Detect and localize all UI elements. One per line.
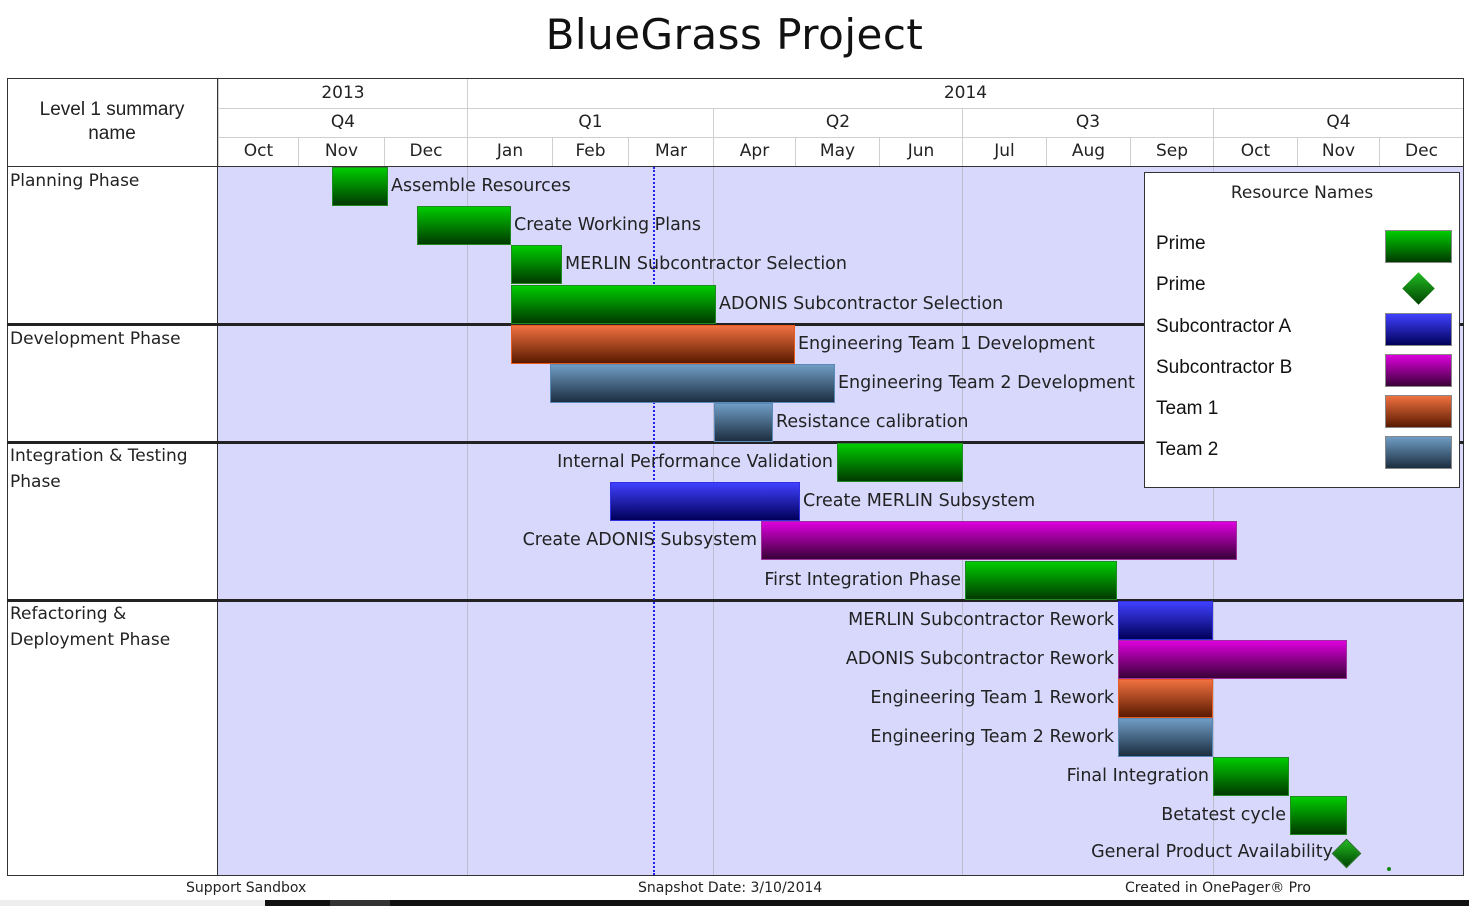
phase-label-column (8, 167, 218, 875)
task-bar[interactable] (332, 167, 388, 206)
month-header: Oct (218, 137, 298, 166)
task-bar[interactable] (511, 245, 562, 284)
task-label: Engineering Team 2 Rework (870, 727, 1114, 747)
legend-swatch-subcontractor-b (1385, 354, 1452, 387)
task-bar[interactable] (417, 206, 511, 245)
legend-swatch-team-2 (1385, 436, 1452, 469)
legend-label: Team 2 (1156, 439, 1219, 460)
phase-label-refactoring: Refactoring & Deployment Phase (10, 604, 171, 650)
quarter-header: Q4 (218, 108, 467, 137)
task-bar[interactable] (610, 482, 800, 521)
footer-credit: Created in OnePager® Pro (1125, 880, 1311, 896)
task-label: Engineering Team 2 Development (838, 373, 1135, 393)
month-header: Jul (962, 137, 1046, 166)
marker-dot (1387, 867, 1391, 871)
legend-label: Subcontractor A (1156, 316, 1292, 337)
label-column-header: Level 1 summary name (39, 99, 185, 144)
task-bar[interactable] (1118, 601, 1213, 640)
task-label: Create Working Plans (514, 215, 701, 235)
task-label: Engineering Team 1 Rework (870, 688, 1114, 708)
legend: Resource Names Prime Prime Subcontractor… (1144, 172, 1460, 488)
task-label: MERLIN Subcontractor Selection (565, 254, 847, 274)
quarter-header: Q3 (962, 108, 1213, 137)
footer-left: Support Sandbox (186, 880, 307, 896)
legend-swatch-team-1 (1385, 395, 1452, 428)
task-label: First Integration Phase (764, 570, 961, 590)
task-bar[interactable] (965, 561, 1117, 600)
quarter-gridline (713, 167, 714, 875)
legend-label: Prime (1156, 274, 1206, 295)
month-header: Feb (552, 137, 628, 166)
task-label: Internal Performance Validation (557, 452, 833, 472)
legend-title: Resource Names (1230, 183, 1374, 203)
task-label: ADONIS Subcontractor Selection (719, 294, 1004, 314)
task-bar[interactable] (1118, 679, 1213, 718)
task-label: Resistance calibration (776, 412, 969, 432)
legend-diamond-icon (1402, 272, 1435, 305)
task-bar[interactable] (511, 285, 716, 324)
task-bar[interactable] (761, 521, 1237, 560)
task-bar[interactable] (1118, 640, 1347, 679)
phase-label-integration: Integration & Testing Phase (10, 446, 188, 492)
header-bottom-border (7, 166, 1464, 167)
footer-snapshot-date: Snapshot Date: 3/10/2014 (638, 880, 823, 896)
month-header: Mar (628, 137, 713, 166)
quarter-header: Q2 (713, 108, 962, 137)
task-bar[interactable] (714, 403, 773, 442)
month-header: Sep (1130, 137, 1213, 166)
header-divider (218, 137, 1463, 138)
task-label: Betatest cycle (1161, 805, 1286, 825)
month-header: Apr (713, 137, 795, 166)
task-bar[interactable] (1118, 718, 1213, 757)
year-header: 2014 (467, 79, 1463, 108)
task-bar[interactable] (1290, 796, 1347, 835)
month-header: Jun (879, 137, 962, 166)
snapshot-date-line (653, 167, 655, 875)
month-header: Jan (467, 137, 552, 166)
month-header: Dec (1379, 137, 1463, 166)
phase-separator (7, 599, 1464, 602)
month-header: Aug (1046, 137, 1130, 166)
task-label: ADONIS Subcontractor Rework (845, 649, 1114, 669)
task-bar[interactable] (550, 364, 835, 403)
quarter-header: Q1 (467, 108, 713, 137)
task-label: Assemble Resources (391, 176, 571, 196)
header-divider (218, 108, 1463, 109)
month-header: Nov (298, 137, 384, 166)
milestone-label: General Product Availability (1091, 842, 1333, 862)
task-label: Engineering Team 1 Development (798, 334, 1095, 354)
window-bottom-strip (0, 900, 1469, 906)
phase-label-planning: Planning Phase (10, 171, 140, 191)
month-header: Nov (1297, 137, 1379, 166)
task-bar[interactable] (511, 325, 795, 364)
task-label: Create MERLIN Subsystem (803, 491, 1036, 511)
legend-label: Subcontractor B (1156, 357, 1293, 378)
phase-separator (7, 441, 1464, 444)
phase-separator (7, 323, 1464, 326)
year-header: 2013 (218, 79, 467, 108)
quarter-header: Q4 (1213, 108, 1463, 137)
month-header: Oct (1213, 137, 1297, 166)
month-header: Dec (384, 137, 467, 166)
task-label: Final Integration (1066, 766, 1209, 786)
legend-label: Prime (1156, 233, 1206, 254)
month-header: May (795, 137, 879, 166)
task-label: Create ADONIS Subsystem (522, 530, 757, 550)
task-bar[interactable] (1213, 757, 1289, 796)
quarter-gridline (467, 167, 468, 875)
legend-swatch-prime-bar (1385, 230, 1452, 263)
strip-segment (330, 900, 390, 906)
task-label: MERLIN Subcontractor Rework (848, 610, 1114, 630)
phase-label-development: Development Phase (10, 329, 181, 349)
chart-title: BlueGrass Project (545, 10, 924, 59)
strip-segment (0, 900, 265, 906)
legend-swatch-subcontractor-a (1385, 313, 1452, 346)
task-bar[interactable] (837, 443, 963, 482)
legend-label: Team 1 (1156, 398, 1219, 419)
